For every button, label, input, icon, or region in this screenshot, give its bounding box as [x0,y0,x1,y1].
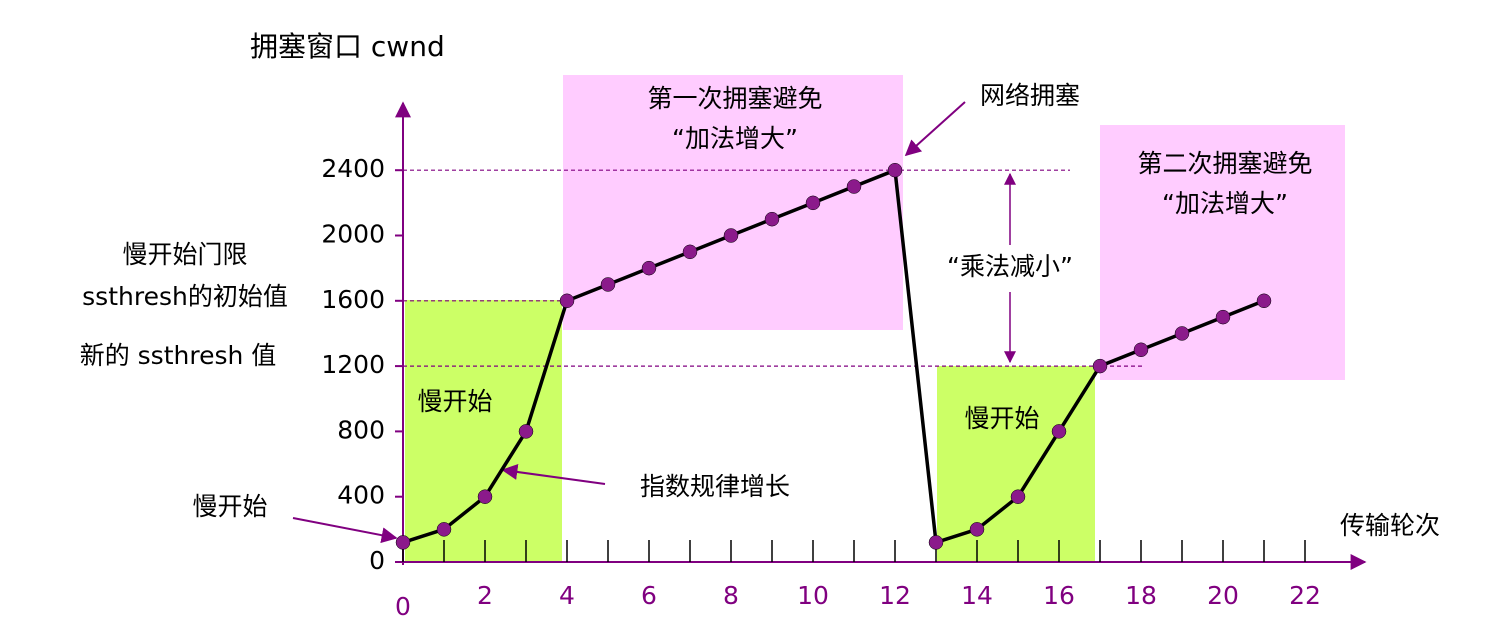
annotation: 慢开始门限 [122,240,247,269]
annotation: “加法增大” [672,124,798,153]
annotation: 指数规律增长 [640,472,790,501]
annotation: 第一次拥塞避免 [647,84,822,113]
data-point [723,228,739,243]
y-tick-label: 1600 [321,285,385,314]
annotation: 慢开始 [417,387,492,416]
data-line [402,167,1265,545]
data-point [764,211,780,227]
congestion-avoidance-region [1100,125,1345,380]
congestion-avoidance-region [563,75,903,330]
x-axis-label: 传输轮次 [1340,511,1440,540]
data-point [518,424,534,439]
y-tick-label: 800 [337,415,385,444]
x-tick-label: 4 [559,581,575,610]
y-tick-label: 0 [369,546,385,575]
x-tick-label: 10 [797,581,829,610]
chart-title: 拥塞窗口 cwnd [250,30,445,63]
slow-start-region [937,366,1095,562]
annotation-arrow [501,464,606,485]
annotation-arrow [904,101,966,157]
annotation: 慢开始 [964,404,1039,433]
x-tick-label: 16 [1043,581,1075,610]
data-point [436,522,452,537]
x-tick-label: 0 [395,592,411,621]
x-tick-label: 2 [477,581,493,610]
annotation: 新的 ssthresh 值 [80,341,277,370]
x-tick-label: 12 [879,581,911,610]
annotation: ssthresh的初始值 [82,282,288,311]
data-point [1215,309,1231,325]
x-tick-label: 18 [1125,581,1157,610]
y-tick-label: 2400 [321,154,385,183]
data-point [1174,326,1190,341]
data-point [887,162,903,178]
data-point [559,293,575,309]
data-point [1010,489,1026,504]
x-tick-label: 6 [641,581,657,610]
y-tick-label: 1200 [321,350,385,379]
data-point [477,489,493,504]
y-tick-label: 400 [337,481,385,510]
annotation: “乘法减小” [947,252,1073,281]
data-point [1256,293,1272,309]
annotation: 第二次拥塞避免 [1137,149,1312,178]
x-tick-label: 20 [1207,581,1239,610]
data-point [600,277,616,292]
data-point [1092,358,1108,374]
x-tick-label: 8 [723,581,739,610]
data-point [928,535,944,550]
data-point [395,535,411,550]
annotation: 慢开始 [192,492,267,521]
data-point [1051,424,1067,439]
annotation: 网络拥塞 [980,81,1080,110]
data-point [1133,342,1149,358]
data-point [641,260,657,276]
annotation: “加法增大” [1162,189,1288,218]
y-tick-label: 2000 [321,220,385,249]
annotation-arrow [292,517,398,544]
x-tick-label: 14 [961,581,993,610]
data-point [969,522,985,537]
data-point [846,179,862,194]
slow-start-region [405,300,562,562]
data-point [805,195,821,211]
data-point [682,244,698,260]
x-tick-label: 22 [1289,581,1321,610]
